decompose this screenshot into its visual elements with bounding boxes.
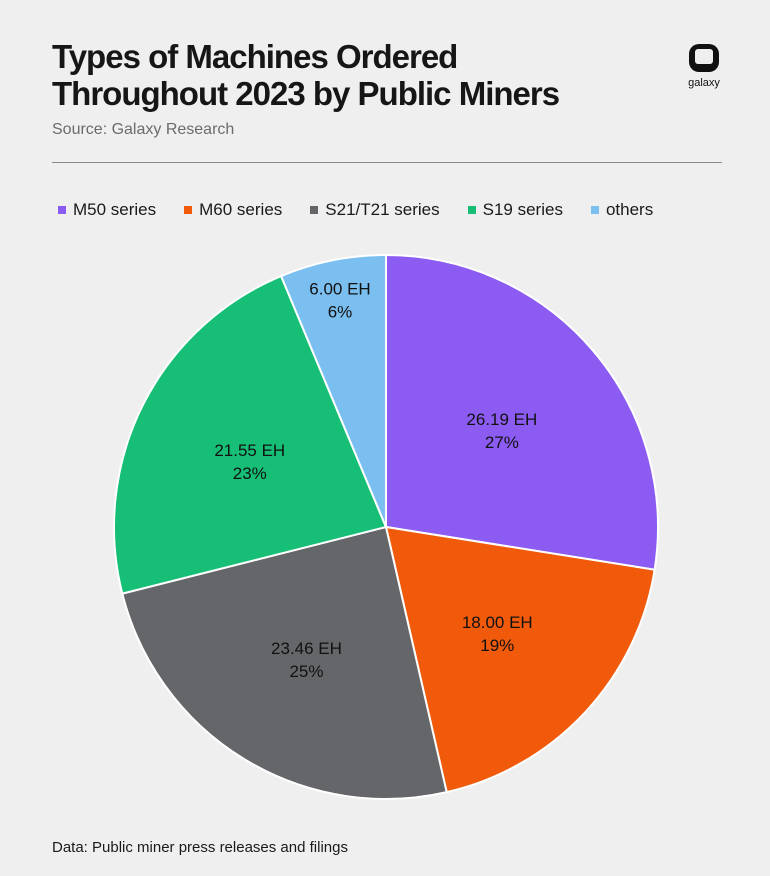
data-footnote: Data: Public miner press releases and fi…: [52, 839, 348, 856]
legend-swatch-s19: [467, 206, 476, 214]
slice-percent-label-m50: 27%: [485, 433, 519, 452]
chart-legend: M50 series M60 series S21/T21 series S19…: [58, 200, 653, 220]
legend-swatch-m50: [58, 206, 66, 214]
legend-label-others: others: [605, 200, 654, 219]
legend-item-others: others: [590, 200, 654, 220]
legend-swatch-s21: [310, 206, 319, 214]
legend-item-s19: S19 series: [467, 200, 563, 220]
slice-percent-label-s19: 23%: [233, 464, 267, 483]
galaxy-logo-icon: [689, 44, 719, 72]
legend-item-m50: M50 series: [58, 200, 156, 220]
slice-percent-label-s21: 25%: [289, 662, 323, 681]
header: Types of Machines Ordered Throughout 202…: [52, 38, 722, 112]
slice-value-label-others: 6.00 EH: [309, 280, 370, 299]
header-divider: [52, 162, 722, 163]
legend-swatch-others: [590, 206, 599, 214]
pie-slice-s19: [113, 274, 388, 595]
chart-title: Types of Machines Ordered Throughout 202…: [52, 38, 560, 112]
slice-value-label-m50: 26.19 EH: [466, 410, 537, 429]
legend-label-m50: M50 series: [73, 200, 157, 219]
pie-slice-others: [279, 253, 387, 528]
pie-slice-s21: [121, 525, 448, 800]
slice-value-label-s19: 21.55 EH: [214, 441, 285, 460]
source-note: Source: Galaxy Research: [52, 121, 235, 138]
pie-slice-m50: [385, 253, 659, 571]
legend-item-s21: S21/T21 series: [310, 200, 440, 220]
slice-percent-label-others: 6%: [328, 303, 353, 322]
legend-swatch-m60: [184, 206, 193, 214]
galaxy-logo-text: galaxy: [688, 77, 720, 89]
slice-value-label-m60: 18.00 EH: [462, 613, 533, 632]
legend-label-s21: S21/T21 series: [325, 200, 440, 219]
legend-label-m60: M60 series: [199, 200, 283, 219]
slice-percent-label-m60: 19%: [480, 636, 514, 655]
legend-label-s19: S19 series: [482, 200, 563, 219]
pie-slice-m60: [384, 525, 656, 794]
galaxy-logo: galaxy: [682, 44, 726, 89]
slice-value-label-s21: 23.46 EH: [271, 639, 342, 658]
legend-item-m60: M60 series: [184, 200, 282, 220]
